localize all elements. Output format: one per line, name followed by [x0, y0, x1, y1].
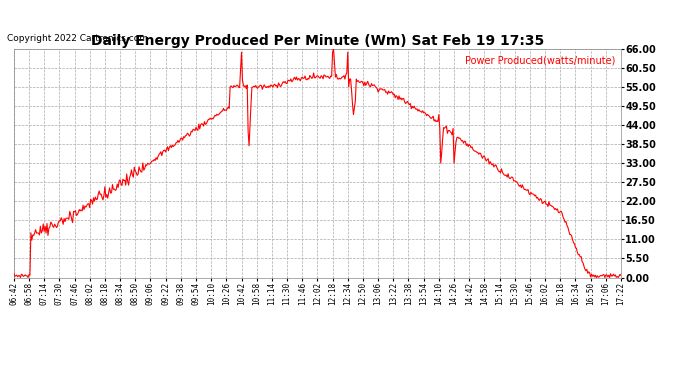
Text: Power Produced(watts/minute): Power Produced(watts/minute): [464, 56, 615, 66]
Title: Daily Energy Produced Per Minute (Wm) Sat Feb 19 17:35: Daily Energy Produced Per Minute (Wm) Sa…: [91, 34, 544, 48]
Text: Copyright 2022 Cartronics.com: Copyright 2022 Cartronics.com: [7, 34, 148, 43]
